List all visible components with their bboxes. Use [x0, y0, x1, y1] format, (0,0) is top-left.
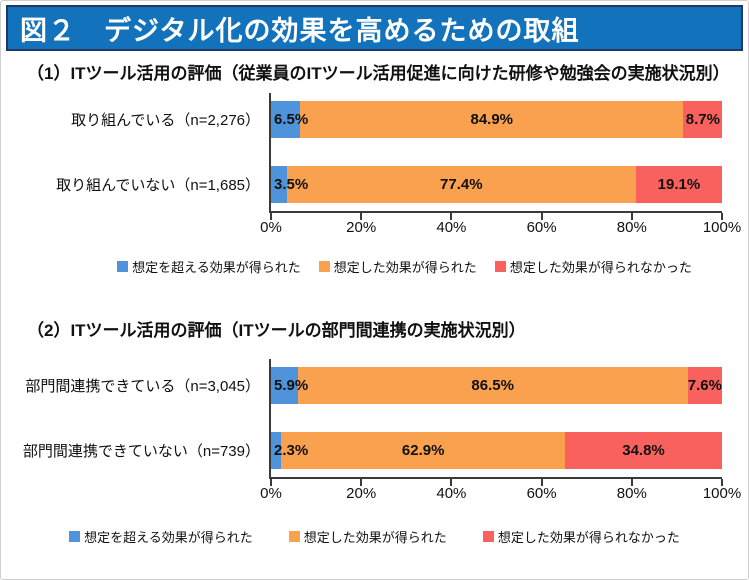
stacked-bar: 5.9% 86.5% 7.6% [271, 366, 722, 404]
chart-bar-row: 取り組んでいない（n=1,685） 3.5% 77.4% 19.1% [1, 166, 722, 204]
bar-value-label: 86.5% [471, 376, 514, 394]
x-tick-label: 20% [346, 219, 377, 237]
category-label: 部門間連携できている（n=3,045） [25, 377, 260, 395]
chart-bar-row: 取り組んでいる（n=2,276） 6.5% 84.9% 8.7% [1, 101, 722, 139]
bar-value-label: 5.9% [274, 376, 309, 394]
legend-swatch [69, 530, 81, 542]
bar-segment-2 [565, 431, 722, 469]
x-tick-label: 100% [702, 219, 742, 237]
bar-value-label: 2.3% [274, 441, 309, 459]
category-label: 取り組んでいない（n=1,685） [56, 177, 260, 195]
bar-value-label: 62.9% [401, 441, 445, 459]
legend-swatch [318, 261, 330, 273]
legend-label: 想定した効果が得られなかった [509, 260, 692, 276]
bar-segment-1 [297, 366, 688, 404]
bar-segment-1 [300, 101, 684, 139]
bar-value-label: 84.9% [470, 111, 514, 129]
bar-value-label: 34.8% [622, 441, 665, 459]
x-tick-label: 40% [436, 219, 467, 237]
legend-item: 想定を超える効果が得られた [69, 527, 253, 546]
x-tick-label: 100% [702, 484, 742, 502]
bar-segment-0 [271, 166, 287, 204]
bar-segment-0 [271, 366, 298, 404]
chart-bar-row: 部門間連携できている（n=3,045） 5.9% 86.5% 7.6% [1, 366, 722, 404]
x-tick-label: 20% [346, 484, 377, 502]
legend-swatch [117, 261, 129, 273]
chart-2-heading: （2）ITツール活用の評価（ITツールの部門間連携の実施状況別） [27, 321, 526, 341]
stacked-bar: 6.5% 84.9% 8.7% [271, 101, 722, 139]
stacked-bar: 3.5% 77.4% 19.1% [271, 166, 722, 204]
bar-value-label: 6.5% [274, 111, 309, 129]
stacked-bar: 2.3% 62.9% 34.8% [271, 431, 722, 469]
x-axis-line [269, 211, 722, 214]
bar-segment-1 [281, 431, 566, 469]
legend-label: 想定した効果が得られなかった [497, 529, 680, 545]
legend-item: 想定した効果が得られた [288, 527, 447, 546]
legend-item: 想定した効果が得られなかった [482, 527, 680, 546]
bar-value-label: 19.1% [657, 176, 701, 194]
chart-1-x-axis-labels: 0% 20% 40% 60% 80% 100% [260, 219, 741, 237]
category-label: 取り組んでいる（n=2,276） [71, 112, 260, 130]
chart-2-legend: 想定を超える効果が得られた 想定した効果が得られた 想定した効果が得られなかった [1, 527, 748, 546]
x-tick-label: 60% [526, 219, 557, 237]
legend-swatch [482, 530, 494, 542]
bar-value-label: 3.5% [274, 176, 309, 194]
bar-value-label: 8.7% [685, 111, 720, 129]
x-tick-label: 0% [260, 219, 282, 237]
legend-swatch [288, 530, 300, 542]
x-tick-label: 60% [526, 484, 557, 502]
x-tick-label: 40% [436, 484, 467, 502]
figure-title: 図２ デジタル化の効果を高めるための取組 [20, 15, 580, 46]
legend-label: 想定した効果が得られた [333, 260, 477, 276]
chart-1-legend: 想定を超える効果が得られた 想定した効果が得られた 想定した効果が得られなかった [31, 257, 748, 276]
figure-title-banner: 図２ デジタル化の効果を高めるための取組 [6, 5, 743, 51]
legend-item: 想定を超える効果が得られた [117, 257, 301, 276]
legend-item: 想定した効果が得られなかった [494, 257, 692, 276]
bar-value-label: 7.6% [687, 376, 722, 394]
chart-2-x-axis-labels: 0% 20% 40% 60% 80% 100% [260, 484, 741, 503]
bar-segment-0 [271, 101, 301, 139]
bar-segment-0 [271, 431, 282, 469]
legend-label: 想定した効果が得られた [303, 529, 447, 545]
chart-section-1: （1）ITツール活用の評価（従業員のITツール活用促進に向けた研修や勉強会の実施… [1, 63, 748, 276]
chart-1-heading: （1）ITツール活用の評価（従業員のITツール活用促進に向けた研修や勉強会の実施… [27, 64, 730, 83]
bar-segment-2 [683, 101, 722, 139]
bar-segment-2 [635, 166, 722, 204]
chart-section-2: （2）ITツール活用の評価（ITツールの部門間連携の実施状況別） 部門間連携でき… [1, 320, 748, 545]
bar-value-label: 77.4% [440, 176, 483, 194]
chart-2-plot: 部門間連携できている（n=3,045） 5.9% 86.5% 7.6% 部門間連携できて… [1, 358, 748, 486]
chart-bar-row: 部門間連携できていない（n=739） 2.3% 62.9% 34.8% [1, 431, 722, 469]
x-tick-label: 0% [260, 484, 282, 502]
category-label: 部門間連携できていない（n=739） [22, 442, 260, 460]
legend-label: 想定を超える効果が得られた [84, 529, 253, 545]
legend-swatch [494, 261, 506, 273]
x-tick-label: 80% [616, 219, 647, 237]
bar-segment-2 [687, 366, 722, 404]
chart-1-plot: 取り組んでいる（n=2,276） 6.5% 84.9% 8.7% 取り組んでいない（n=… [1, 93, 748, 221]
bar-segment-1 [286, 166, 636, 204]
x-tick-label: 80% [616, 484, 647, 502]
legend-label: 想定を超える効果が得られた [132, 260, 301, 276]
x-axis-line [269, 476, 722, 479]
legend-item: 想定した効果が得られた [318, 257, 477, 276]
